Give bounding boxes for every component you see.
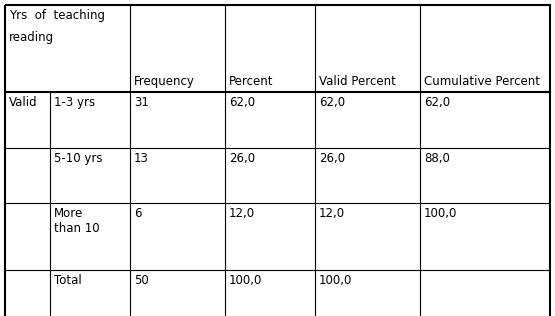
Text: Frequency: Frequency xyxy=(134,75,195,88)
Text: 26,0: 26,0 xyxy=(229,152,255,165)
Text: Total: Total xyxy=(54,274,82,287)
Text: Valid: Valid xyxy=(9,96,38,109)
Text: 100,0: 100,0 xyxy=(319,274,352,287)
Text: Valid Percent: Valid Percent xyxy=(319,75,396,88)
Text: More
than 10: More than 10 xyxy=(54,207,100,235)
Text: 12,0: 12,0 xyxy=(319,207,345,220)
Text: 1-3 yrs: 1-3 yrs xyxy=(54,96,95,109)
Text: 6: 6 xyxy=(134,207,142,220)
Text: 62,0: 62,0 xyxy=(229,96,255,109)
Text: 62,0: 62,0 xyxy=(319,96,345,109)
Text: Percent: Percent xyxy=(229,75,274,88)
Text: 31: 31 xyxy=(134,96,149,109)
Text: 50: 50 xyxy=(134,274,149,287)
Text: reading: reading xyxy=(9,31,54,44)
Text: 13: 13 xyxy=(134,152,149,165)
Text: 5-10 yrs: 5-10 yrs xyxy=(54,152,103,165)
Text: 100,0: 100,0 xyxy=(424,207,457,220)
Text: 88,0: 88,0 xyxy=(424,152,450,165)
Text: Cumulative Percent: Cumulative Percent xyxy=(424,75,540,88)
Text: 12,0: 12,0 xyxy=(229,207,255,220)
Text: 26,0: 26,0 xyxy=(319,152,345,165)
Text: 62,0: 62,0 xyxy=(424,96,450,109)
Text: 100,0: 100,0 xyxy=(229,274,263,287)
Text: Yrs  of  teaching: Yrs of teaching xyxy=(9,9,105,22)
